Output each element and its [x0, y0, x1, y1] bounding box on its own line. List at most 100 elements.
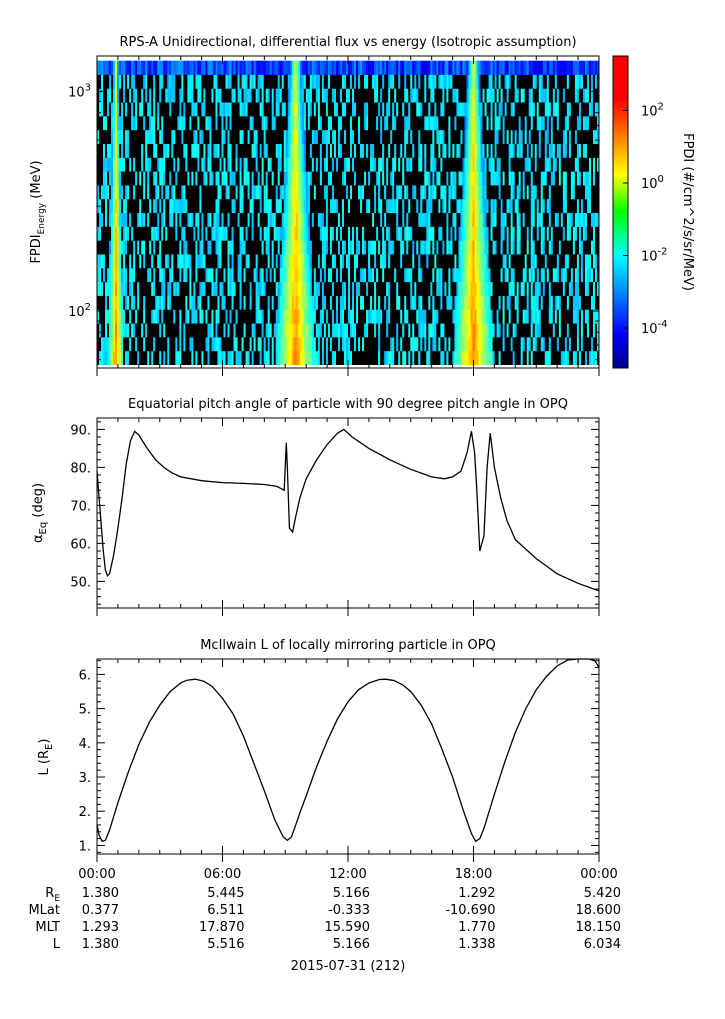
spectrogram-cell: [165, 88, 168, 103]
spectrogram-cell: [530, 309, 534, 324]
spectrogram-cell: [536, 157, 540, 172]
spectrogram-cell: [283, 336, 287, 352]
spectrogram-cell: [151, 171, 154, 186]
spectrogram-cell: [368, 226, 371, 241]
spectrogram-cell: [422, 157, 425, 172]
spectrogram-cell: [255, 88, 259, 103]
spectrogram-cell: [143, 88, 146, 103]
spectrogram-cell: [506, 226, 510, 241]
spectrogram-cell: [406, 198, 409, 214]
spectrogram-cell: [249, 323, 253, 338]
spectrogram-cell: [410, 157, 413, 172]
spectrogram-cell: [430, 309, 433, 324]
spectrogram-cell: [259, 267, 263, 283]
spectrogram-cell: [540, 74, 544, 89]
spectrogram-cell: [151, 115, 154, 131]
spectrogram-cell: [289, 226, 293, 241]
spectrogram-cell: [496, 143, 499, 158]
spectrogram-cell: [135, 226, 138, 241]
spectrogram-cell: [448, 267, 451, 283]
spectrogram-cell: [167, 295, 170, 310]
spectrogram-cell: [366, 336, 369, 352]
spectrogram-cell: [370, 267, 373, 283]
spectrogram-cell: [396, 281, 399, 296]
spectrogram-cell: [394, 171, 397, 186]
spectrogram-cell: [352, 198, 355, 214]
spectrogram-cell: [239, 102, 242, 117]
spectrogram-cell: [163, 129, 166, 144]
spectrogram-cell: [490, 88, 493, 103]
spectrogram-cell: [241, 323, 244, 338]
spectrogram-cell: [470, 254, 473, 269]
spectrogram-cell: [325, 157, 329, 172]
spectrogram-cell: [239, 226, 242, 241]
spectrogram-cell: [129, 157, 132, 172]
spectrogram-cell: [199, 323, 202, 338]
spectrogram-cell: [157, 226, 160, 241]
spectrogram-cell: [540, 281, 544, 296]
spectrogram-cell: [436, 240, 439, 255]
spectrogram-cell: [297, 60, 301, 75]
spectrogram-cell: [139, 240, 142, 255]
spectrogram-cell: [271, 157, 275, 172]
spectrogram-cell: [119, 60, 122, 75]
spectrogram-cell: [261, 295, 265, 310]
spectrogram-cell: [193, 212, 196, 227]
spectrogram-cell: [257, 157, 261, 172]
spectrogram-cell: [211, 350, 214, 365]
spectrogram-cell: [115, 157, 118, 172]
spectrogram-cell: [281, 323, 285, 338]
spectrogram-cell: [127, 240, 130, 255]
spectrogram-cell: [313, 60, 317, 75]
spectrogram-cell: [203, 102, 206, 117]
spectrogram-cell: [309, 254, 313, 269]
spectrogram-cell: [376, 350, 379, 365]
spectrogram-cell: [161, 323, 164, 338]
spectrogram-cell: [498, 212, 502, 227]
spectrogram-cell: [299, 226, 303, 241]
spectrogram-cell: [422, 240, 425, 255]
spectrogram-cell: [438, 212, 441, 227]
spectrogram-cell: [466, 309, 469, 324]
spectrogram-cell: [185, 240, 188, 255]
spectrogram-cell: [478, 143, 481, 158]
spectrogram-cell: [235, 198, 238, 214]
spectrogram-cell: [343, 88, 347, 103]
spectrogram-cell: [486, 240, 489, 255]
spectrogram-cell: [460, 143, 463, 158]
spectrogram-cell: [199, 240, 202, 255]
spectrogram-cell: [337, 323, 341, 338]
spectrogram-cell: [239, 267, 242, 283]
spectrogram-cell: [191, 323, 194, 338]
spectrogram-cell: [209, 143, 212, 158]
spectrogram-cell: [374, 350, 377, 365]
spectrogram-cell: [329, 226, 333, 241]
spectrogram-cell: [370, 88, 373, 103]
spectrogram-cell: [350, 336, 353, 352]
spectrogram-cell: [420, 323, 423, 338]
spectrogram-cell: [520, 350, 524, 365]
spectrogram-cell: [329, 143, 333, 158]
spectrogram-cell: [514, 60, 518, 75]
spectrogram-cell: [468, 267, 471, 283]
spectrogram-cell: [113, 212, 116, 227]
spectrogram-cell: [289, 212, 293, 227]
spectrogram-cell: [101, 281, 104, 296]
spectrogram-cell: [287, 143, 291, 158]
spectrogram-cell: [221, 212, 224, 227]
spectrogram-cell: [237, 226, 240, 241]
spectrogram-cell: [362, 240, 365, 255]
spectrogram-cell: [133, 60, 136, 75]
spectrogram-cell: [446, 74, 449, 89]
spectrogram-cell: [392, 129, 395, 144]
spectrogram-cell: [492, 60, 495, 75]
spectrogram-cell: [388, 185, 391, 200]
spectrogram-cell: [442, 74, 445, 89]
spectrogram-cell: [205, 60, 208, 75]
spectrogram-cell: [337, 102, 341, 117]
spectrogram-cell: [392, 171, 395, 186]
spectrogram-cell: [402, 254, 405, 269]
spectrogram-cell: [468, 336, 471, 352]
spectrogram-cell: [394, 198, 397, 214]
spectrogram-cell: [388, 102, 391, 117]
